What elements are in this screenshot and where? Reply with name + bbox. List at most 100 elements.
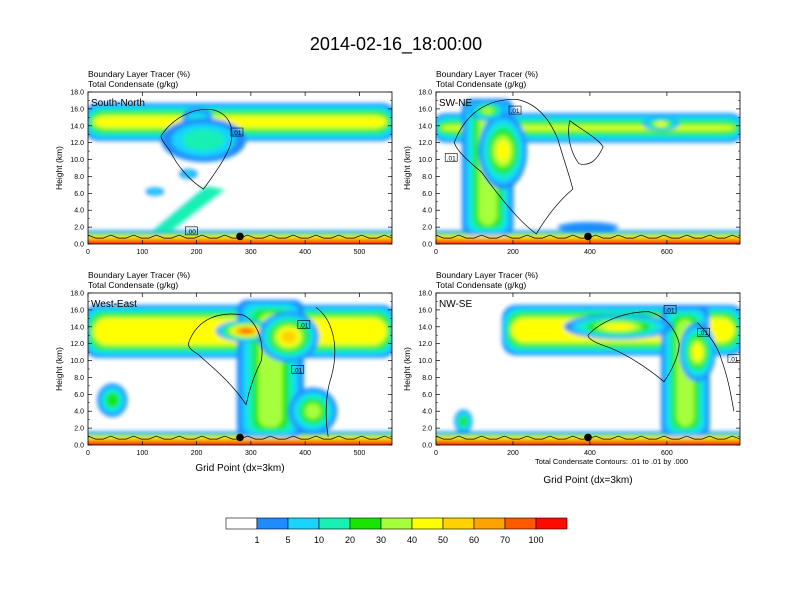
condensate-contours — [436, 99, 740, 239]
panel-title-tracer: Boundary Layer Tracer (%) — [436, 270, 538, 280]
contour-label-box — [697, 327, 710, 337]
boundary-layer-band — [436, 441, 740, 445]
panel-title-condensate: Total Condensate (g/kg) — [88, 79, 178, 89]
colorbar: 1 5 10 20 30 40 50 60 70 100 — [225, 517, 568, 545]
colorbar-swatch — [349, 517, 382, 530]
x-tick-label: 400 — [299, 450, 311, 457]
colorbar-swatch — [535, 517, 568, 530]
y-tick-label: 16.0 — [418, 106, 432, 113]
contour-label: .01 — [699, 330, 708, 337]
surface-contour-line — [88, 435, 392, 440]
tracer-maximum — [182, 170, 195, 178]
y-tick-label: 18.0 — [418, 90, 432, 97]
colorbar-label: 30 — [376, 535, 386, 545]
tracer-maximum — [655, 122, 667, 127]
condensate-contour-line — [453, 99, 574, 235]
contour-label: .01 — [299, 323, 308, 330]
colorbar-swatch — [411, 517, 444, 530]
colorbar-swatch — [473, 517, 506, 530]
y-tick-label: 10.0 — [70, 157, 84, 164]
panels-group: .01 .00 0.0 2.0 4.0 6.0 8.0 10.0 12.0 14.0 16.0 18.… — [54, 69, 741, 486]
y-tick-label: 10.0 — [418, 358, 432, 365]
y-tick-label: 4.0 — [422, 409, 432, 416]
contour-label-box — [444, 153, 458, 162]
colorbar-label: 70 — [500, 535, 510, 545]
y-tick-label: 10.0 — [70, 358, 84, 365]
y-tick-label: 2.0 — [74, 426, 84, 433]
x-tick-label: 0 — [434, 249, 438, 256]
panel-title-tracer: Boundary Layer Tracer (%) — [88, 270, 190, 280]
y-tick-label: 4.0 — [74, 409, 84, 416]
x-axis-label: Grid Point (dx=3km) — [543, 475, 632, 486]
tracer-maximum — [495, 140, 510, 162]
y-axis-label: Height (km) — [402, 146, 412, 190]
contour-label: .01 — [293, 367, 302, 374]
y-tick-label: 18.0 — [70, 291, 84, 298]
surface-contour-line — [436, 234, 740, 239]
y-tick-label: 18.0 — [418, 291, 432, 298]
tracer-maximum — [602, 323, 635, 331]
y-tick-label: 14.0 — [70, 324, 84, 331]
tracer-field: .01 .01 — [436, 92, 740, 244]
tracer-maximum — [557, 222, 619, 233]
y-tick-label: 2.0 — [74, 225, 84, 232]
colorbar-swatch — [380, 517, 413, 530]
y-tick-label: 8.0 — [74, 174, 84, 181]
contour-label-box — [185, 226, 198, 236]
boundary-layer-band — [436, 240, 740, 244]
tracer-maximum — [182, 129, 225, 152]
panel-4: .01 .01 .01 0.0 2.0 4.0 6.0 8.0 10.0 12.0 14.0 16.0… — [402, 270, 741, 486]
panel-1: .01 .00 0.0 2.0 4.0 6.0 8.0 10.0 12.0 14.0 16.0 18.… — [54, 69, 393, 256]
boundary-layer-band — [88, 441, 392, 445]
x-tick-label: 500 — [354, 450, 366, 457]
tracer-maximum — [304, 403, 322, 420]
condensate-contour-line — [315, 307, 336, 437]
contour-label-box — [230, 127, 244, 137]
x-tick-label: 0 — [434, 450, 438, 457]
contour-label: .01 — [511, 108, 520, 115]
y-tick-label: 0.0 — [74, 242, 84, 249]
colorbar-swatch — [442, 517, 475, 530]
y-tick-label: 6.0 — [74, 191, 84, 198]
y-tick-label: 4.0 — [422, 208, 432, 215]
y-tick-label: 12.0 — [418, 140, 432, 147]
x-tick-label: 600 — [661, 249, 673, 256]
contour-label: .01 — [232, 130, 241, 137]
location-marker — [584, 433, 592, 442]
y-tick-label: 6.0 — [422, 392, 432, 399]
panel-3: .01 .01 0.0 2.0 4.0 6.0 8.0 10.0 12.0 14.0 16.0 18.… — [54, 270, 393, 474]
colorbar-swatch — [287, 517, 320, 530]
tracer-maximum — [240, 328, 253, 334]
y-tick-label: 12.0 — [70, 341, 84, 348]
x-tick-label: 100 — [136, 249, 148, 256]
colorbar-label: 100 — [528, 535, 543, 545]
y-tick-label: 16.0 — [418, 307, 432, 314]
contour-label-box — [297, 320, 311, 329]
x-tick-label: 200 — [507, 450, 519, 457]
y-tick-label: 12.0 — [418, 341, 432, 348]
y-tick-label: 8.0 — [422, 174, 432, 181]
x-axis-label: Grid Point (dx=3km) — [195, 463, 284, 474]
x-tick-label: 300 — [245, 249, 257, 256]
surface-contour-line — [436, 435, 740, 440]
tracer-shading — [88, 299, 392, 445]
x-tick-label: 200 — [191, 450, 203, 457]
y-axis-label: Height (km) — [402, 347, 412, 391]
cloud-band-level — [94, 116, 386, 128]
contour-footnote: Total Condensate Contours: .01 to .01 by… — [535, 457, 688, 466]
condensate-contour-line — [160, 108, 233, 190]
y-tick-label: 16.0 — [70, 307, 84, 314]
y-tick-label: 10.0 — [418, 157, 432, 164]
colorbar-label: 5 — [285, 535, 290, 545]
y-tick-label: 2.0 — [422, 225, 432, 232]
y-tick-label: 0.0 — [74, 443, 84, 450]
condensate-contours — [436, 311, 740, 440]
y-tick-label: 2.0 — [422, 426, 432, 433]
x-tick-label: 0 — [86, 450, 90, 457]
y-tick-label: 0.0 — [422, 443, 432, 450]
contour-label-box — [508, 105, 522, 115]
x-tick-label: 400 — [584, 450, 596, 457]
condensate-contour-line — [187, 313, 263, 406]
condensate-contour-line — [697, 322, 735, 412]
tracer-maximum — [148, 188, 161, 195]
